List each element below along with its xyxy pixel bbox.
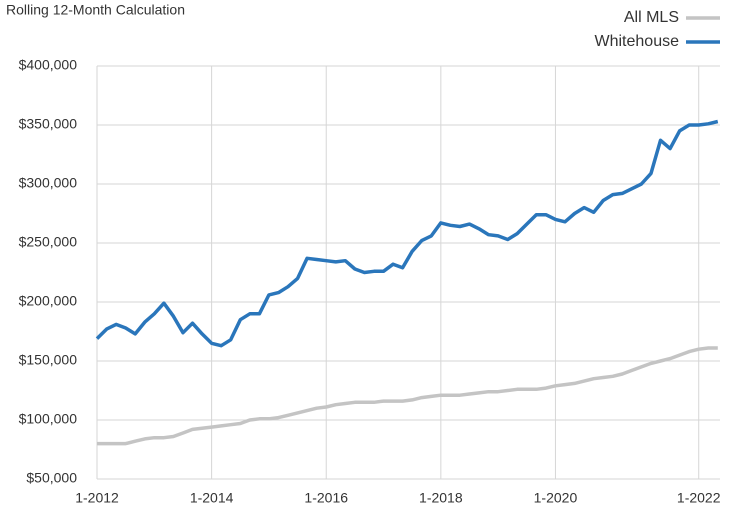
x-tick-label: 1-2020 bbox=[534, 490, 578, 506]
y-tick-label: $50,000 bbox=[26, 470, 77, 486]
y-tick-label: $150,000 bbox=[19, 352, 78, 368]
x-tick-label: 1-2016 bbox=[304, 490, 348, 506]
y-tick-label: $100,000 bbox=[19, 411, 78, 427]
y-tick-label: $250,000 bbox=[19, 234, 78, 250]
x-tick-label: 1-2018 bbox=[419, 490, 463, 506]
y-tick-label: $300,000 bbox=[19, 175, 78, 191]
y-tick-label: $400,000 bbox=[19, 57, 78, 73]
legend-label: Whitehouse bbox=[595, 33, 680, 50]
y-tick-label: $200,000 bbox=[19, 293, 78, 309]
series-line bbox=[95, 119, 719, 348]
y-tick-label: $350,000 bbox=[19, 116, 78, 132]
legend-label: All MLS bbox=[624, 9, 679, 26]
series-line bbox=[97, 346, 718, 446]
chart-title: Rolling 12-Month Calculation bbox=[6, 2, 185, 18]
x-tick-label: 1-2012 bbox=[75, 490, 119, 506]
x-tick-label: 1-2014 bbox=[190, 490, 234, 506]
x-tick-label: 1-2022 bbox=[677, 490, 721, 506]
